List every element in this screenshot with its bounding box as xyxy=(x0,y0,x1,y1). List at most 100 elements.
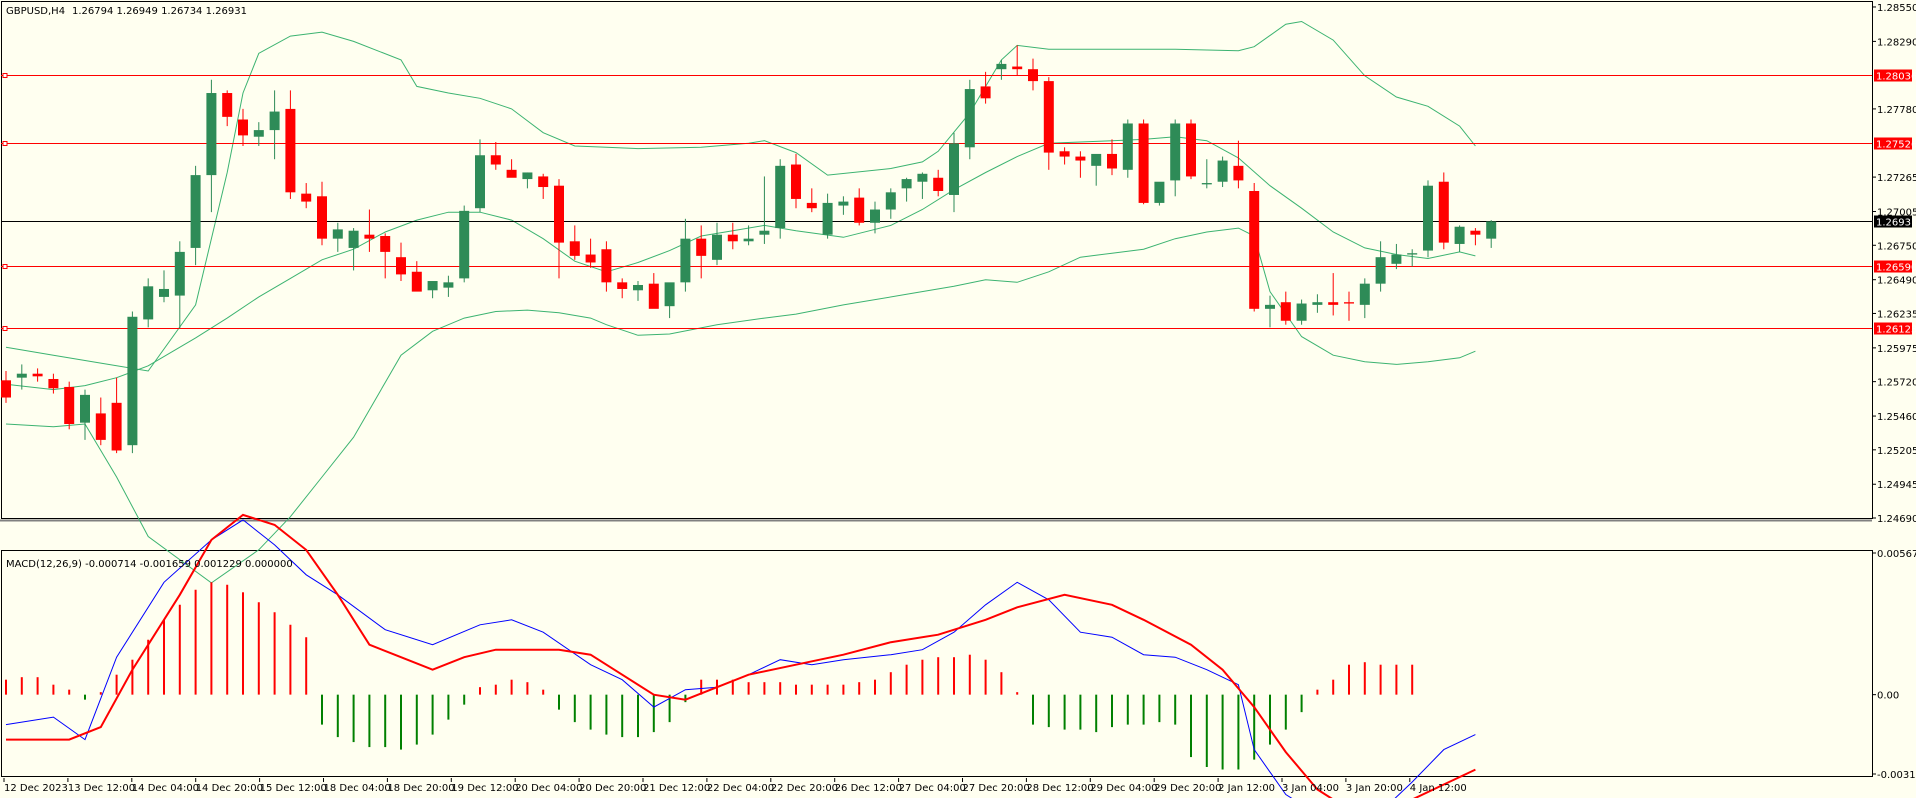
candle-body xyxy=(1344,302,1354,304)
time-axis-label: 18 Dec 20:00 xyxy=(387,783,454,794)
candle-body xyxy=(1107,153,1117,169)
price-axis-label: 1.25460 xyxy=(1877,412,1916,423)
candle-body xyxy=(427,281,438,291)
candle-body xyxy=(317,196,327,239)
level-price-tag xyxy=(1874,322,1912,335)
candle-body xyxy=(1470,230,1481,235)
candle-body xyxy=(554,185,564,243)
candle-body xyxy=(949,143,959,195)
macd-axis-label: -0.003178 xyxy=(1877,770,1916,781)
candle-body xyxy=(917,173,928,182)
time-axis-label: 20 Dec 04:00 xyxy=(515,783,582,794)
level-handle xyxy=(2,326,8,331)
macd-label: MACD(12,26,9) -0.000714 -0.001659 0.0012… xyxy=(6,559,293,570)
candle-body xyxy=(1,380,11,398)
price-axis-label: 1.24690 xyxy=(1877,514,1916,525)
candle-body xyxy=(569,241,580,256)
candle-body xyxy=(980,86,991,99)
candle-body xyxy=(1454,226,1465,244)
candle-body xyxy=(1438,181,1449,243)
candle-body xyxy=(80,394,90,423)
candle-body xyxy=(174,251,185,296)
level-handle xyxy=(2,141,8,146)
price-panel-frame xyxy=(1,1,1873,519)
candle-body xyxy=(459,210,470,279)
price-axis-label: 1.25205 xyxy=(1877,446,1916,457)
candle-body xyxy=(727,234,738,242)
candle-body xyxy=(601,249,612,283)
candlesticks xyxy=(1,45,1497,454)
candle-body xyxy=(1091,153,1102,166)
candle-body xyxy=(1186,123,1196,177)
candle-body xyxy=(743,238,754,242)
candle-body xyxy=(506,169,517,178)
time-axis-label: 14 Dec 20:00 xyxy=(196,783,263,794)
candle-body xyxy=(1217,160,1228,182)
candle-body xyxy=(680,238,691,283)
current-price-tag xyxy=(1874,215,1912,228)
candle-body xyxy=(1359,283,1370,305)
level-price-tag xyxy=(1874,260,1912,273)
time-axis-label: 20 Dec 20:00 xyxy=(579,783,646,794)
candle-body xyxy=(1249,190,1260,309)
candle-body xyxy=(1233,165,1244,181)
candle-body xyxy=(1075,156,1086,161)
candle-body xyxy=(1059,151,1070,157)
price-axis-label: 1.27780 xyxy=(1877,105,1916,116)
time-axis-label: 27 Dec 04:00 xyxy=(899,783,966,794)
candle-body xyxy=(301,193,312,202)
price-axis-label: 1.27265 xyxy=(1877,173,1916,184)
candle-body xyxy=(1407,253,1418,255)
price-axis-label: 1.27005 xyxy=(1877,208,1916,219)
candle-body xyxy=(143,286,154,320)
candle-body xyxy=(95,413,106,440)
price-axis-label: 1.28290 xyxy=(1877,37,1916,48)
candle-body xyxy=(775,165,786,229)
candle-body xyxy=(64,386,75,425)
price-axis-label: 1.26235 xyxy=(1877,309,1916,320)
candle-body xyxy=(16,373,27,378)
candle-body xyxy=(1423,185,1433,251)
candle-body xyxy=(396,257,406,275)
chart-frames xyxy=(0,1,1873,777)
candle-body xyxy=(585,254,596,263)
candle-body xyxy=(1280,302,1291,321)
current-price-text: 1.26931 xyxy=(1876,218,1916,229)
price-axis-label: 1.26750 xyxy=(1877,241,1916,252)
macd-axis-label: 0.00 xyxy=(1877,691,1899,702)
candle-body xyxy=(964,89,975,148)
candle-body xyxy=(1391,254,1402,264)
level-price-text: 1.26590 xyxy=(1876,263,1916,274)
candle-body xyxy=(222,93,233,117)
level-price-text: 1.27526 xyxy=(1876,140,1916,151)
candle-body xyxy=(1312,302,1323,305)
candle-body xyxy=(633,284,643,291)
horizontal-levels[interactable]: 1.28036 1.27526 1.26590 1.26123 1.26931 xyxy=(1,69,1916,336)
candle-body xyxy=(380,236,391,252)
candle-body xyxy=(854,197,865,223)
candle-body xyxy=(901,179,912,189)
candle-body xyxy=(443,282,454,288)
level-price-text: 1.28036 xyxy=(1876,72,1916,83)
candle-body xyxy=(617,282,628,289)
time-axis-label: 3 Jan 20:00 xyxy=(1346,783,1403,794)
candle-body xyxy=(759,230,770,235)
time-axis-label: 12 Dec 2023 xyxy=(4,783,68,794)
candle-body xyxy=(1028,69,1038,82)
candle-body xyxy=(190,175,201,248)
candle-body xyxy=(285,108,296,193)
macd-panel xyxy=(5,513,1476,798)
candle-body xyxy=(522,172,533,180)
candle-body xyxy=(870,209,880,223)
macd-main-line xyxy=(5,519,1476,798)
time-axis-label: 4 Jan 12:00 xyxy=(1410,783,1467,794)
candle-body xyxy=(269,111,280,131)
candle-body xyxy=(348,230,359,248)
price-axis-label: 1.25975 xyxy=(1877,344,1916,355)
level-price-tag xyxy=(1874,137,1912,150)
candle-body xyxy=(127,316,138,446)
candle-body xyxy=(253,130,264,137)
candle-body xyxy=(1122,123,1133,170)
time-axis-label: 28 Dec 12:00 xyxy=(1026,783,1093,794)
